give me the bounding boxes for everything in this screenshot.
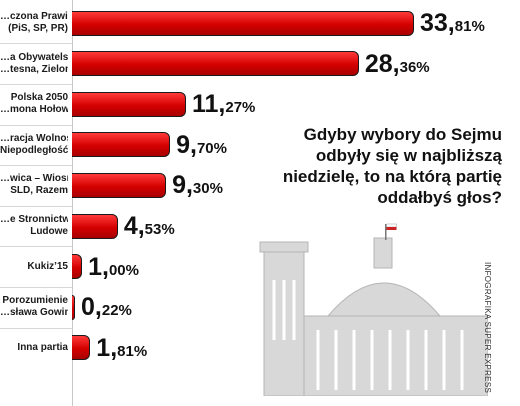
value-decimal: 53% <box>144 221 175 238</box>
bar <box>72 213 118 239</box>
value-integer: 9, <box>172 171 193 200</box>
party-label: Polska 2050 …mona Hołowni <box>0 92 68 116</box>
row-separator <box>0 83 72 85</box>
survey-question: Gdyby wybory do Sejmu odbyły się w najbl… <box>282 125 502 207</box>
bar <box>72 91 186 117</box>
row-separator <box>0 205 72 207</box>
parliament-building-illustration <box>259 223 488 396</box>
row-separator <box>0 286 72 288</box>
value-label: 1,00% <box>88 252 139 281</box>
row-separator <box>0 246 72 248</box>
value-label: 33,81% <box>420 11 485 36</box>
party-label: …wica – Wiosna, SLD, Razem <box>0 173 68 197</box>
value-label: 4,53% <box>124 214 175 239</box>
bar <box>72 51 359 77</box>
party-label: …e Stronnictwo Ludowe <box>0 214 68 237</box>
row-separator <box>0 165 72 167</box>
party-label: …czona Prawica (PiS, SP, PR) <box>0 11 68 34</box>
bar <box>72 294 75 320</box>
value-label: 28,36% <box>364 49 430 78</box>
value-label: 1,81% <box>96 333 148 362</box>
party-label: Inna partia <box>17 341 68 353</box>
value-decimal: 22% <box>101 302 132 320</box>
value-integer: 1, <box>96 333 118 362</box>
bar <box>72 10 414 36</box>
value-decimal: 36% <box>399 58 430 76</box>
value-label: 0,22% <box>81 295 132 320</box>
party-label: …a Obywatelska …tesna, Zieloni) <box>0 51 68 75</box>
value-decimal: 81% <box>117 342 148 360</box>
infographic-credit: INFOGRAFIKA SUPER EXPRESS <box>483 262 492 394</box>
axis-line <box>72 0 73 406</box>
value-label: 9,70% <box>176 130 227 159</box>
value-integer: 1, <box>88 252 109 281</box>
value-decimal: 70% <box>196 139 227 157</box>
party-label: …racja Wolność Niepodległość <box>0 132 68 156</box>
value-decimal: 30% <box>192 180 223 198</box>
value-integer: 9, <box>176 130 197 159</box>
value-label: 9,30% <box>172 173 223 198</box>
bar <box>72 335 91 361</box>
value-integer: 11, <box>192 90 226 119</box>
value-integer: 28, <box>364 49 400 78</box>
bar <box>72 254 83 280</box>
value-label: 11,27% <box>192 92 255 117</box>
party-label: Porozumienie …sława Gowina <box>0 295 68 319</box>
bar <box>72 172 167 198</box>
row-separator <box>0 124 72 126</box>
value-integer: 0, <box>81 293 102 322</box>
value-integer: 33, <box>420 9 455 37</box>
value-decimal: 00% <box>108 261 139 279</box>
value-integer: 4, <box>123 212 145 240</box>
row-separator <box>0 43 72 45</box>
value-decimal: 81% <box>454 18 485 35</box>
row-separator <box>0 327 72 329</box>
party-label: Kukiz’15 <box>27 260 68 272</box>
value-decimal: 27% <box>225 99 256 117</box>
bar <box>72 132 171 158</box>
